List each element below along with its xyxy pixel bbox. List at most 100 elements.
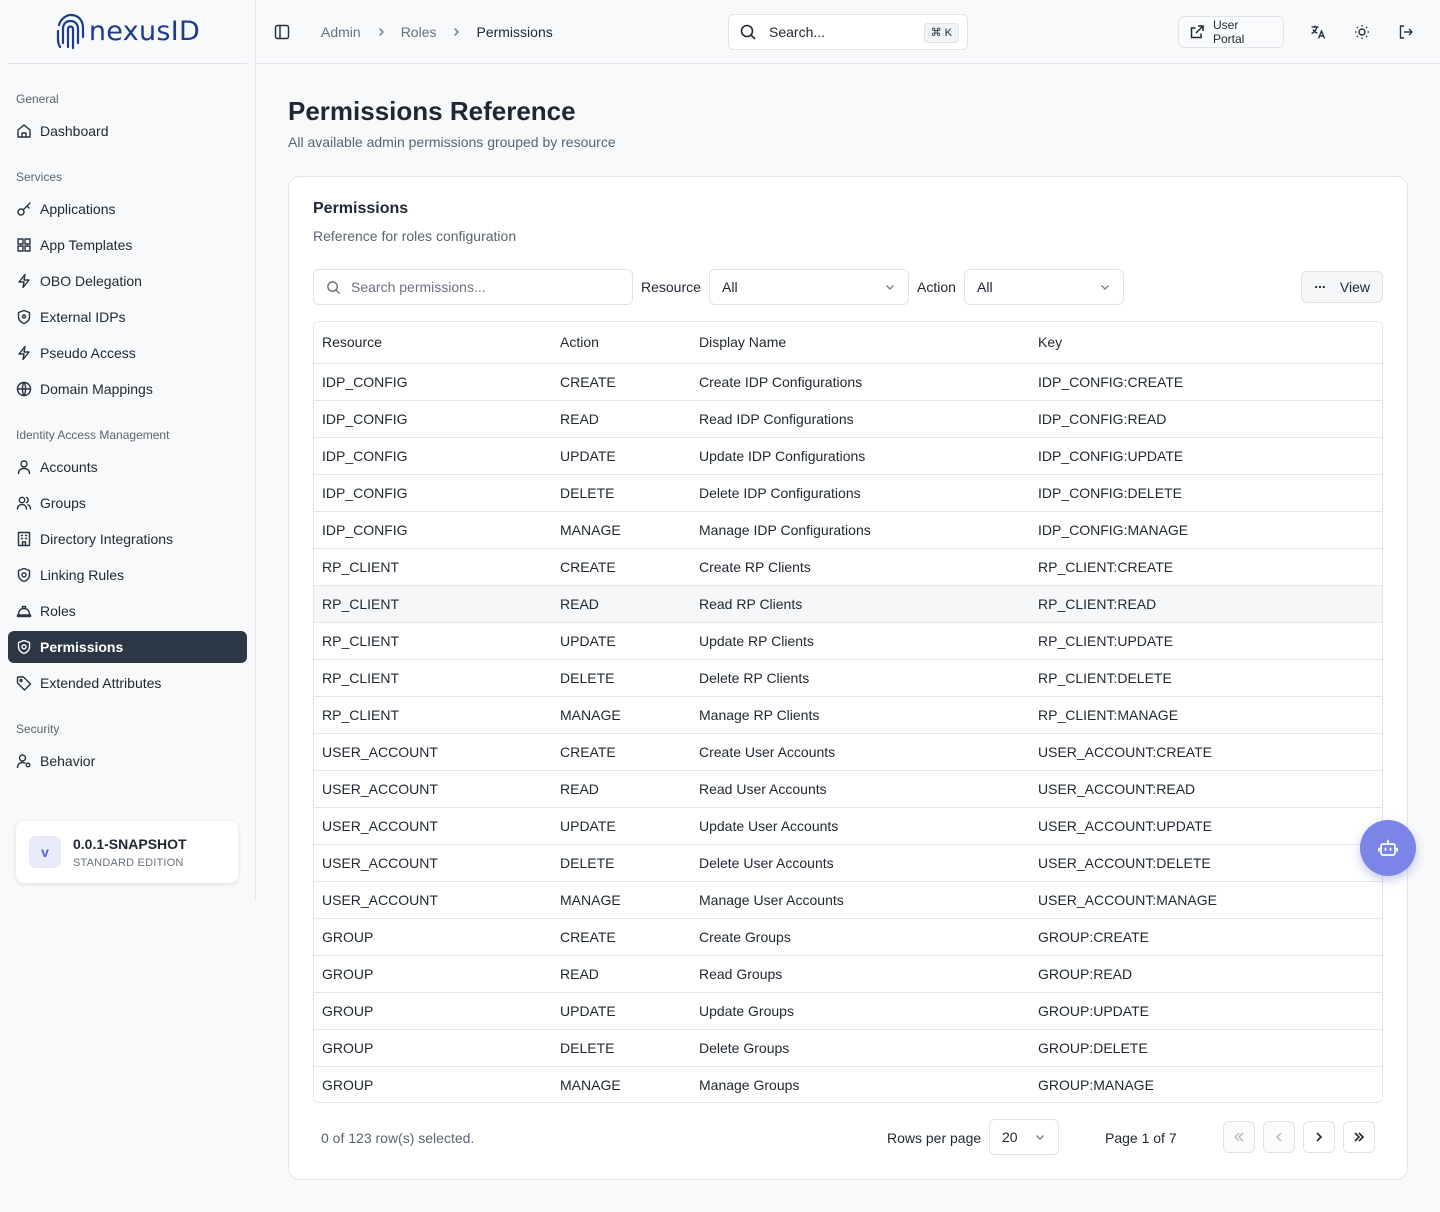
- table-cell: Create IDP Configurations: [691, 363, 1030, 401]
- sidebar-item-pseudo-access[interactable]: Pseudo Access: [8, 337, 247, 369]
- sidebar-item-permissions[interactable]: Permissions: [8, 631, 247, 663]
- table-cell: UPDATE: [552, 992, 691, 1030]
- column-header-resource[interactable]: Resource: [314, 322, 552, 364]
- resource-filter-select[interactable]: All: [709, 269, 909, 305]
- search-icon: [327, 280, 341, 294]
- table-cell: Manage RP Clients: [691, 696, 1030, 734]
- table-cell: MANAGE: [552, 696, 691, 734]
- table-row[interactable]: IDP_CONFIG MANAGE Manage IDP Configuration…: [314, 511, 1382, 549]
- nav-section: Services Applications App Templates OBO Del…: [0, 167, 255, 405]
- sidebar-item-label: Directory Integrations: [40, 531, 174, 547]
- assistant-bot-button[interactable]: [1360, 820, 1416, 876]
- rows-per-page-select[interactable]: 20: [989, 1119, 1059, 1155]
- global-search[interactable]: Search... ⌘ K: [728, 14, 968, 50]
- sidebar-item-dashboard[interactable]: Dashboard: [8, 115, 247, 147]
- rows-per-page-value: 20: [1002, 1129, 1018, 1145]
- table-cell: USER_ACCOUNT:MANAGE: [1030, 881, 1382, 919]
- rows-per-page-label: Rows per page: [887, 1130, 982, 1146]
- first-page-button[interactable]: [1223, 1121, 1255, 1153]
- table-cell: Delete User Accounts: [691, 844, 1030, 882]
- user-portal-button[interactable]: User Portal: [1178, 16, 1284, 48]
- table-row[interactable]: RP_CLIENT DELETE Delete RP Clients RP_CLIEN…: [314, 659, 1382, 697]
- last-page-button[interactable]: [1343, 1121, 1375, 1153]
- sidebar-item-roles[interactable]: Roles: [8, 595, 247, 627]
- table-row[interactable]: RP_CLIENT CREATE Create RP Clients RP_CLIEN…: [314, 548, 1382, 586]
- table-cell: GROUP: [314, 992, 552, 1030]
- ellipsis-icon: [1315, 285, 1325, 289]
- table-row[interactable]: USER_ACCOUNT READ Read User Accounts USER_A…: [314, 770, 1382, 808]
- hard-hat-icon: [16, 603, 32, 619]
- table-cell: Create Groups: [691, 918, 1030, 956]
- table-row[interactable]: GROUP UPDATE Update Groups GROUP:UPDATE: [314, 992, 1382, 1030]
- sidebar-item-groups[interactable]: Groups: [8, 487, 247, 519]
- table-cell: GROUP:CREATE: [1030, 918, 1382, 956]
- sun-icon[interactable]: [1354, 24, 1370, 40]
- table-cell: UPDATE: [552, 622, 691, 660]
- sidebar-item-extended-attributes[interactable]: Extended Attributes: [8, 667, 247, 699]
- table-cell: CREATE: [552, 918, 691, 956]
- view-options-button[interactable]: View: [1301, 271, 1383, 303]
- translate-icon[interactable]: [1310, 24, 1326, 40]
- permissions-table: Resource Action Display Name Key IDP_CONFIG…: [313, 321, 1383, 1103]
- shield-settings-icon: [16, 567, 32, 583]
- table-cell: Update RP Clients: [691, 622, 1030, 660]
- chevrons-left-icon: [1234, 1132, 1244, 1142]
- table-cell: GROUP:READ: [1030, 955, 1382, 993]
- table-cell: USER_ACCOUNT: [314, 807, 552, 845]
- action-filter-select[interactable]: All: [964, 269, 1124, 305]
- next-page-button[interactable]: [1303, 1121, 1335, 1153]
- sidebar-item-linking-rules[interactable]: Linking Rules: [8, 559, 247, 591]
- sidebar-nav: General Dashboard Services Applications App …: [0, 64, 255, 777]
- column-header-display-name[interactable]: Display Name: [691, 322, 1030, 364]
- column-header-key[interactable]: Key: [1030, 322, 1382, 364]
- sidebar-item-obo-delegation[interactable]: OBO Delegation: [8, 265, 247, 297]
- sidebar-item-label: Applications: [40, 201, 116, 217]
- table-row[interactable]: GROUP DELETE Delete Groups GROUP:DELETE: [314, 1029, 1382, 1067]
- sidebar-item-accounts[interactable]: Accounts: [8, 451, 247, 483]
- permissions-search-input[interactable]: Search permissions...: [313, 269, 633, 305]
- table-row[interactable]: IDP_CONFIG UPDATE Update IDP Configuration…: [314, 437, 1382, 475]
- sidebar-item-directory-integrations[interactable]: Directory Integrations: [8, 523, 247, 555]
- sidebar-item-app-templates[interactable]: App Templates: [8, 229, 247, 261]
- breadcrumb-roles[interactable]: Roles: [400, 24, 437, 40]
- table-cell: READ: [552, 585, 691, 623]
- resource-filter-label: Resource: [641, 279, 701, 295]
- table-row[interactable]: GROUP MANAGE Manage Groups GROUP:MANAGE: [314, 1066, 1382, 1102]
- table-row[interactable]: USER_ACCOUNT UPDATE Update User Accounts US…: [314, 807, 1382, 845]
- table-row[interactable]: RP_CLIENT UPDATE Update RP Clients RP_CLIEN…: [314, 622, 1382, 660]
- table-row[interactable]: IDP_CONFIG READ Read IDP Configurations IDP…: [314, 400, 1382, 438]
- brand-logo[interactable]: nexusID: [8, 0, 247, 64]
- sidebar-item-label: Dashboard: [40, 123, 109, 139]
- table-cell: Read User Accounts: [691, 770, 1030, 808]
- nav-section-heading: Services: [16, 170, 63, 184]
- sidebar-item-label: External IDPs: [40, 309, 126, 325]
- table-row[interactable]: USER_ACCOUNT DELETE Delete User Accounts US…: [314, 844, 1382, 882]
- column-header-action[interactable]: Action: [552, 322, 691, 364]
- table-cell: IDP_CONFIG:CREATE: [1030, 363, 1382, 401]
- table-row[interactable]: GROUP CREATE Create Groups GROUP:CREATE: [314, 918, 1382, 956]
- table-cell: Update User Accounts: [691, 807, 1030, 845]
- sidebar-item-label: Permissions: [40, 639, 124, 655]
- sidebar-item-domain-mappings[interactable]: Domain Mappings: [8, 373, 247, 405]
- action-filter-value: All: [977, 279, 993, 295]
- table-row[interactable]: RP_CLIENT READ Read RP Clients RP_CLIENT:RE…: [314, 585, 1382, 623]
- table-row[interactable]: IDP_CONFIG CREATE Create IDP Configuration…: [314, 363, 1382, 401]
- sidebar-item-applications[interactable]: Applications: [8, 193, 247, 225]
- sidebar-item-behavior[interactable]: Behavior: [8, 745, 247, 777]
- previous-page-button[interactable]: [1263, 1121, 1295, 1153]
- table-row[interactable]: GROUP READ Read Groups GROUP:READ: [314, 955, 1382, 993]
- permissions-card: Permissions Reference for roles configur…: [288, 176, 1408, 1180]
- logout-icon[interactable]: [1398, 24, 1414, 40]
- table-cell: GROUP:UPDATE: [1030, 992, 1382, 1030]
- table-row[interactable]: USER_ACCOUNT CREATE Create User Accounts US…: [314, 733, 1382, 771]
- sidebar-item-external-idps[interactable]: External IDPs: [8, 301, 247, 333]
- building-icon: [16, 531, 32, 547]
- table-cell: RP_CLIENT: [314, 622, 552, 660]
- table-cell: MANAGE: [552, 881, 691, 919]
- sidebar-toggle-icon[interactable]: [274, 24, 290, 40]
- table-cell: RP_CLIENT:CREATE: [1030, 548, 1382, 586]
- table-row[interactable]: RP_CLIENT MANAGE Manage RP Clients RP_CLIEN…: [314, 696, 1382, 734]
- breadcrumb-admin[interactable]: Admin: [321, 24, 361, 40]
- table-row[interactable]: USER_ACCOUNT MANAGE Manage User Accounts US…: [314, 881, 1382, 919]
- table-row[interactable]: IDP_CONFIG DELETE Delete IDP Configuration…: [314, 474, 1382, 512]
